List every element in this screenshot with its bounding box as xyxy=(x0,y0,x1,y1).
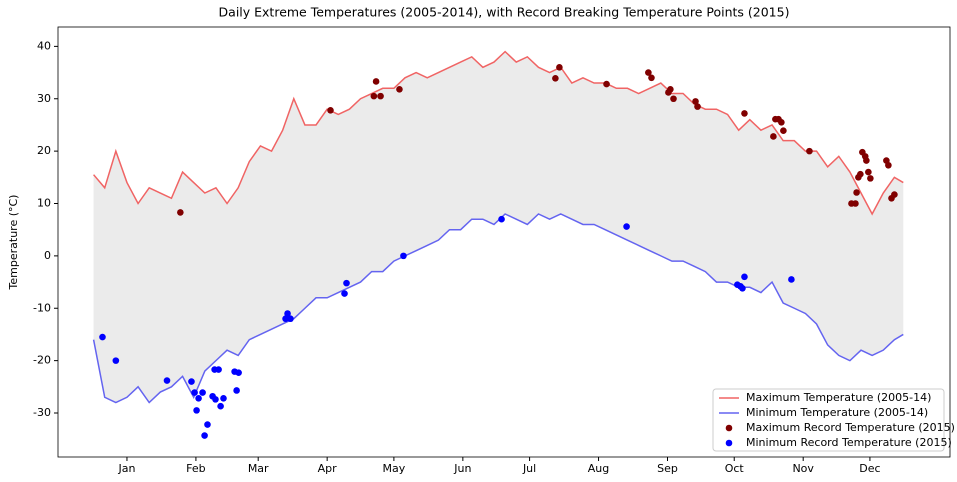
record-point xyxy=(778,119,785,126)
record-point xyxy=(865,168,872,176)
record-point xyxy=(233,387,240,394)
record-point xyxy=(112,357,120,364)
record-point xyxy=(396,86,403,93)
x-tick-label: Jun xyxy=(453,462,471,475)
record-point xyxy=(852,200,859,207)
record-point xyxy=(341,290,348,297)
x-tick-label: Jul xyxy=(522,462,536,475)
record-point xyxy=(670,95,677,103)
record-point xyxy=(191,389,198,396)
record-point xyxy=(204,421,211,428)
record-point xyxy=(857,170,864,178)
x-tick-label: Dec xyxy=(859,462,880,475)
record-point xyxy=(552,75,559,82)
x-tick-label: Nov xyxy=(792,462,814,475)
y-tick-label: -30 xyxy=(33,406,51,419)
record-point xyxy=(692,98,699,105)
record-point xyxy=(177,209,184,216)
record-point xyxy=(195,395,202,402)
legend-label: Maximum Temperature (2005-14) xyxy=(746,391,931,404)
record-point xyxy=(188,378,195,385)
record-point xyxy=(212,396,219,403)
plot-frame xyxy=(57,26,951,458)
record-point xyxy=(282,315,289,323)
record-point xyxy=(217,402,224,410)
record-point xyxy=(215,366,222,373)
legend-box xyxy=(712,388,945,452)
line xyxy=(93,50,904,216)
legend-swatch xyxy=(725,439,733,447)
record-point xyxy=(780,127,787,135)
y-tick-label: -10 xyxy=(33,301,51,314)
record-point xyxy=(741,110,748,117)
record-point xyxy=(667,86,674,93)
record-point xyxy=(741,273,748,281)
x-tick-label: Jan xyxy=(117,462,135,475)
y-tick-label: -20 xyxy=(33,354,51,367)
record-point xyxy=(603,80,610,88)
record-point xyxy=(863,157,870,164)
legend-label: Minimum Record Temperature (2015) xyxy=(746,436,952,449)
record-point xyxy=(199,389,206,396)
x-tick-label: Apr xyxy=(318,462,338,475)
y-tick-label: 0 xyxy=(44,249,51,262)
record-point xyxy=(163,377,171,384)
record-point xyxy=(788,276,795,283)
y-tick-label: 30 xyxy=(37,92,51,105)
record-point xyxy=(867,175,874,182)
record-point xyxy=(885,161,892,169)
record-point xyxy=(498,215,505,223)
record-point xyxy=(377,92,384,100)
record-point xyxy=(99,333,106,341)
range-fill xyxy=(93,51,904,403)
record-point xyxy=(201,432,208,439)
record-point xyxy=(648,74,655,82)
record-point xyxy=(370,92,378,100)
record-point xyxy=(739,285,746,292)
y-tick-label: 10 xyxy=(37,197,51,210)
chart-title: Daily Extreme Temperatures (2005-2014), … xyxy=(219,5,790,20)
record-point xyxy=(193,407,200,414)
record-point xyxy=(284,310,291,317)
x-tick-label: Oct xyxy=(725,462,745,475)
record-point xyxy=(372,78,380,85)
x-tick-label: Feb xyxy=(186,462,205,475)
record-point xyxy=(400,252,407,260)
record-point xyxy=(327,106,334,114)
x-tick-label: May xyxy=(383,462,406,475)
x-tick-label: Mar xyxy=(248,462,269,475)
record-point xyxy=(556,64,563,71)
record-point xyxy=(694,103,701,110)
legend-label: Maximum Record Temperature (2015) xyxy=(746,421,955,434)
record-point xyxy=(343,279,350,287)
legend-swatch xyxy=(725,424,733,432)
record-point xyxy=(287,315,294,323)
record-point xyxy=(770,133,777,140)
y-tick-label: 40 xyxy=(37,39,51,52)
x-tick-label: Aug xyxy=(588,462,609,475)
legend-label: Minimum Temperature (2005-14) xyxy=(746,406,928,419)
record-point xyxy=(623,223,630,230)
record-point xyxy=(235,369,242,376)
record-point xyxy=(891,191,898,198)
record-point xyxy=(853,189,860,196)
record-point xyxy=(220,395,227,402)
record-point xyxy=(806,147,813,155)
y-axis-label: Temperature (°C) xyxy=(7,195,20,291)
y-tick-label: 20 xyxy=(37,144,51,157)
record-point xyxy=(645,69,652,76)
x-tick-label: Sep xyxy=(657,462,678,475)
